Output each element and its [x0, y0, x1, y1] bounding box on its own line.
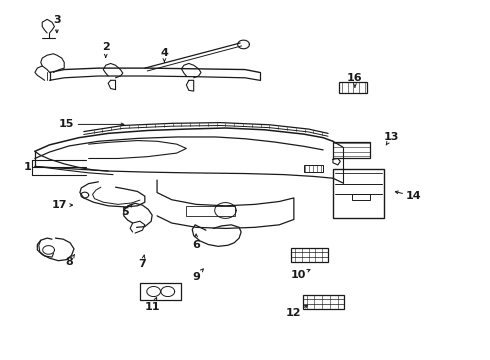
Text: 14: 14 [406, 191, 421, 201]
Text: 3: 3 [53, 15, 61, 26]
Text: 11: 11 [145, 302, 160, 312]
Bar [140, 283, 181, 300]
Bar [292, 248, 328, 262]
Text: 12: 12 [286, 308, 302, 318]
Text: 5: 5 [122, 207, 129, 217]
Text: 15: 15 [59, 120, 74, 129]
Text: 6: 6 [192, 239, 200, 249]
Text: 17: 17 [51, 200, 67, 210]
Bar [303, 295, 344, 309]
Text: 4: 4 [160, 48, 169, 58]
Bar [304, 165, 323, 172]
Bar [186, 206, 235, 216]
Text: 13: 13 [384, 132, 399, 142]
Bar [352, 194, 369, 200]
Bar [333, 169, 384, 218]
Text: 2: 2 [102, 42, 110, 52]
Bar [339, 82, 367, 93]
Text: 10: 10 [291, 270, 306, 280]
Text: 8: 8 [65, 257, 73, 267]
Text: 9: 9 [192, 272, 200, 282]
Text: 7: 7 [139, 259, 147, 269]
Text: 1: 1 [24, 162, 31, 172]
Bar [333, 142, 369, 158]
Text: 16: 16 [347, 73, 363, 83]
